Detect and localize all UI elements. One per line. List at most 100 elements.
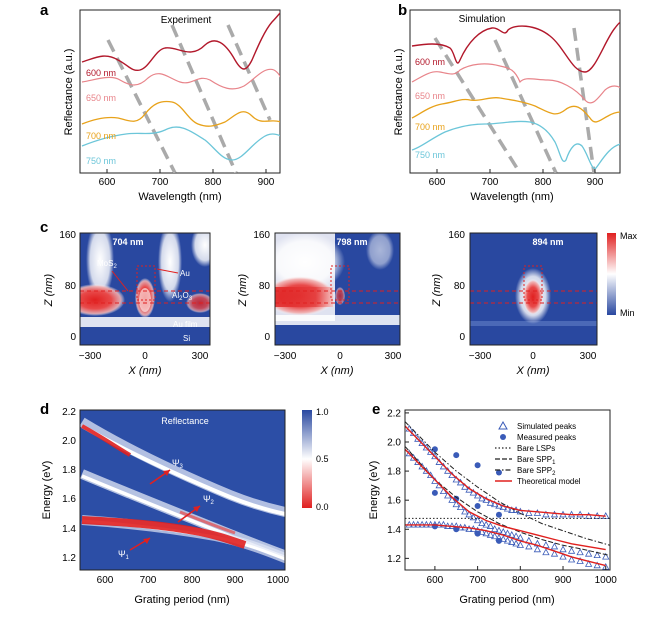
panel-a-frame	[79, 9, 281, 174]
panel-b-curve-600	[411, 21, 620, 73]
simulated-peak-marker	[461, 507, 469, 515]
psi3-arrowhead	[163, 470, 170, 476]
psi1-label: Ψ1	[118, 549, 130, 561]
simulated-peak-marker	[491, 525, 499, 532]
panel-e: e 600 700 800 900 1000 1.2 1.4 1.6 1.8 2.0 2.2 Gra…	[368, 401, 617, 606]
e-ytick-label: 2.2	[387, 408, 401, 419]
map2-ylabel: Z (nm)	[237, 273, 249, 307]
simulated-peak-marker	[542, 541, 550, 548]
simulated-peak-marker	[584, 560, 593, 567]
map1-ylabel: Z (nm)	[43, 273, 55, 307]
measured-peak-marker	[431, 489, 438, 496]
simulated-peak-marker	[533, 509, 542, 516]
panel-b-series-750: 750 nm	[415, 150, 445, 160]
panel-a-series-750: 750 nm	[86, 156, 116, 166]
simulated-peak-marker	[516, 541, 524, 548]
legend-triangle-icon	[498, 420, 508, 430]
panel-a-title: Experiment	[161, 15, 212, 26]
bare-mode-line-dashdot	[405, 421, 610, 546]
map1-glow	[158, 233, 182, 302]
panel-b-label: b	[398, 2, 407, 19]
map2-glow-band	[275, 315, 400, 325]
panel-d-xlabel: Grating period (nm)	[134, 594, 229, 606]
panel-e-frame	[404, 409, 611, 571]
simulated-peak-marker	[486, 498, 495, 506]
map2-grating-box	[330, 265, 350, 301]
simulated-peak-marker	[503, 536, 512, 544]
map1-glow	[191, 233, 210, 267]
label-au: Au	[180, 269, 190, 278]
panel-a-series-650: 650 nm	[86, 93, 116, 103]
simulated-peak-marker	[559, 552, 567, 560]
simulated-peak-marker	[478, 494, 486, 502]
panel-d-title: Reflectance	[161, 416, 209, 426]
d-xtick-label: 800	[184, 575, 201, 586]
simulated-peak-marker	[482, 520, 490, 528]
d-xtick-label: 700	[140, 575, 157, 586]
simulated-peak-marker	[452, 500, 460, 508]
measured-peak-marker	[495, 469, 502, 476]
panel-a-series-600: 600 nm	[86, 68, 116, 78]
measured-peak-marker	[495, 537, 502, 544]
simulated-peak-marker	[584, 512, 593, 519]
panel-a-curve-700	[81, 100, 280, 127]
panel-b-dash-1	[433, 37, 522, 173]
map1-xtick-label: −300	[79, 351, 102, 362]
simulated-peak-marker	[439, 520, 448, 528]
map3-ytick-label: 160	[448, 230, 465, 241]
simulated-peak-marker	[559, 545, 567, 553]
map2-xtick-label: −300	[274, 351, 297, 362]
e-ytick-label: 1.4	[387, 525, 401, 536]
simulated-peak-marker	[478, 519, 486, 527]
legend-spp2: Bare SPP2	[517, 466, 556, 477]
map1-grating-box	[136, 265, 156, 301]
map2-hot-band	[275, 287, 333, 307]
panel-d-frame	[79, 409, 286, 571]
simulated-peak-marker	[486, 530, 495, 538]
simulated-peak-marker	[602, 552, 610, 560]
au-arrow	[156, 268, 179, 274]
map2-xtick-label: 300	[385, 351, 402, 362]
simulated-peak-marker	[508, 538, 516, 545]
panel-a-xtick-label: 700	[152, 177, 169, 188]
panel-a-dash-2	[170, 24, 238, 173]
panel-a-dash-3	[226, 24, 272, 121]
map3-xlabel: X (nm)	[516, 365, 550, 377]
simulated-peak-marker	[491, 532, 499, 540]
panel-b-xlabel: Wavelength (nm)	[470, 191, 553, 203]
e-ytick-label: 1.6	[387, 496, 401, 507]
label-au-film: Au film	[173, 320, 198, 329]
e-xtick-label: 800	[512, 575, 529, 586]
panel-a-xtick-label: 600	[99, 177, 116, 188]
simulated-peak-marker	[495, 526, 503, 534]
field-map-798-frame	[274, 232, 401, 346]
d-ytick-label: 1.6	[62, 494, 76, 505]
psi1-arrowhead	[143, 538, 150, 544]
simulated-peak-marker	[512, 539, 520, 547]
e-xtick-label: 1000	[595, 575, 618, 586]
simulated-peak-marker	[542, 510, 550, 518]
simulated-peak-marker	[431, 452, 439, 460]
panel-b-series-600: 600 nm	[415, 57, 445, 67]
simulated-peak-marker	[478, 528, 486, 535]
d-xtick-label: 600	[97, 575, 114, 586]
simulated-peak-marker	[525, 542, 533, 550]
legend-simulated: Simulated peaks	[517, 422, 576, 431]
legend-lsp: Bare LSPs	[517, 444, 555, 453]
map2-right-glow	[366, 233, 394, 270]
simulated-peak-marker	[542, 548, 550, 556]
d-ytick-label: 1.8	[62, 465, 76, 476]
measured-peak-marker	[453, 452, 460, 459]
map1-xlabel: X (nm)	[128, 365, 162, 377]
panel-d-axes: 2.2 2.0 1.8 1.6 1.4 1.2 600 700 800 900 …	[62, 407, 289, 586]
panel-d-colorbar: 1.0 0.5 0.0	[302, 407, 329, 512]
simulated-peak-marker	[593, 561, 601, 569]
theory-curve	[405, 425, 606, 517]
d-xtick-label: 900	[227, 575, 244, 586]
map-d-red-upper	[81, 424, 132, 457]
panel-a-xaxis: 600 700 800 900	[99, 169, 275, 188]
field-map-704: 704 nm MoS2 Au Al2O3 Au film Si 160 80 0…	[43, 230, 211, 377]
field-map-798-axes: 160 80 0 −300 0 300	[253, 230, 401, 362]
simulated-peak-marker	[584, 549, 593, 557]
panel-a-dash-1	[106, 39, 177, 173]
